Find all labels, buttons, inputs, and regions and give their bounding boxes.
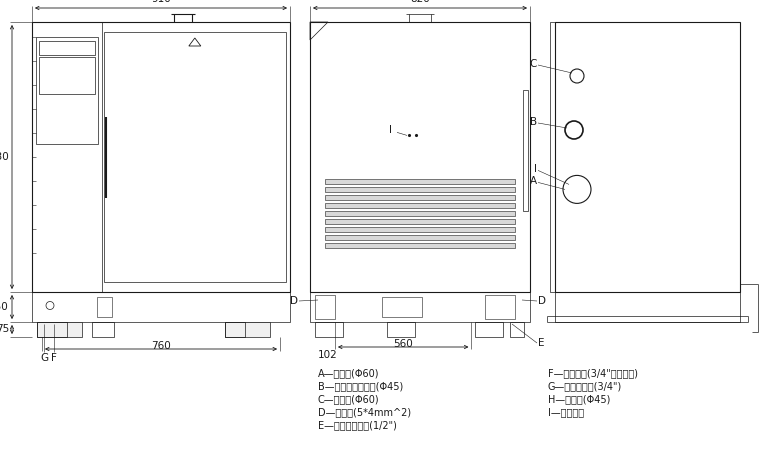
Text: 930: 930 bbox=[0, 152, 9, 162]
Text: 560: 560 bbox=[394, 339, 413, 349]
Text: I: I bbox=[390, 126, 392, 135]
Text: C: C bbox=[530, 59, 537, 69]
Text: G: G bbox=[40, 353, 48, 363]
Bar bbox=[310, 22, 530, 292]
Text: H—排水口(Φ45): H—排水口(Φ45) bbox=[548, 394, 611, 404]
Bar bbox=[325, 219, 515, 224]
Text: 910: 910 bbox=[151, 0, 171, 4]
Bar bbox=[325, 186, 515, 192]
Text: D—电源线(5*4mm^2): D—电源线(5*4mm^2) bbox=[318, 407, 411, 417]
Text: E—清洗水枪接口(1/2"): E—清洗水枪接口(1/2") bbox=[318, 420, 397, 430]
Bar bbox=[103, 32, 286, 282]
Bar bbox=[225, 322, 270, 337]
Text: C—排气口(Φ60): C—排气口(Φ60) bbox=[318, 394, 380, 404]
Bar bbox=[315, 295, 335, 319]
Bar bbox=[387, 322, 415, 337]
Bar bbox=[325, 178, 515, 184]
Text: I—水枪座位: I—水枪座位 bbox=[548, 407, 584, 417]
Bar bbox=[32, 22, 290, 292]
Bar bbox=[555, 22, 740, 292]
Bar bbox=[382, 297, 422, 317]
Bar bbox=[225, 322, 245, 337]
Bar bbox=[475, 322, 503, 337]
Bar bbox=[36, 37, 98, 143]
Text: 760: 760 bbox=[151, 341, 171, 351]
Bar bbox=[485, 295, 515, 319]
Text: I: I bbox=[534, 164, 537, 174]
Text: F—软水入口(3/4"，进锅炉): F—软水入口(3/4"，进锅炉) bbox=[548, 368, 638, 378]
Text: F: F bbox=[51, 353, 57, 363]
Text: A: A bbox=[530, 177, 537, 186]
Text: D: D bbox=[538, 296, 546, 306]
Bar bbox=[325, 235, 515, 240]
Bar bbox=[92, 322, 114, 337]
Bar bbox=[39, 57, 95, 94]
Bar bbox=[32, 292, 290, 322]
Bar bbox=[325, 243, 515, 248]
Bar bbox=[550, 22, 555, 292]
Bar bbox=[510, 322, 524, 337]
Bar bbox=[96, 297, 112, 317]
Text: 102: 102 bbox=[318, 350, 338, 360]
Text: D: D bbox=[290, 296, 298, 306]
Bar bbox=[39, 41, 95, 55]
Bar bbox=[325, 194, 515, 200]
Text: 75: 75 bbox=[0, 325, 9, 335]
Text: B: B bbox=[530, 117, 537, 127]
Bar bbox=[315, 322, 343, 337]
Text: 820: 820 bbox=[410, 0, 430, 4]
Text: B—锅炉清洗药水口(Φ45): B—锅炉清洗药水口(Φ45) bbox=[318, 381, 403, 391]
Bar bbox=[555, 292, 740, 322]
Bar bbox=[325, 211, 515, 216]
Bar bbox=[37, 322, 67, 337]
Bar bbox=[325, 227, 515, 232]
Text: A—进风口(Φ60): A—进风口(Φ60) bbox=[318, 368, 380, 378]
Bar bbox=[37, 322, 82, 337]
Bar bbox=[325, 202, 515, 208]
Text: 150: 150 bbox=[0, 302, 9, 312]
Bar bbox=[310, 292, 530, 322]
Text: G—自来水入口(3/4"): G—自来水入口(3/4") bbox=[548, 381, 622, 391]
Text: E: E bbox=[538, 338, 545, 348]
Bar bbox=[523, 90, 528, 211]
